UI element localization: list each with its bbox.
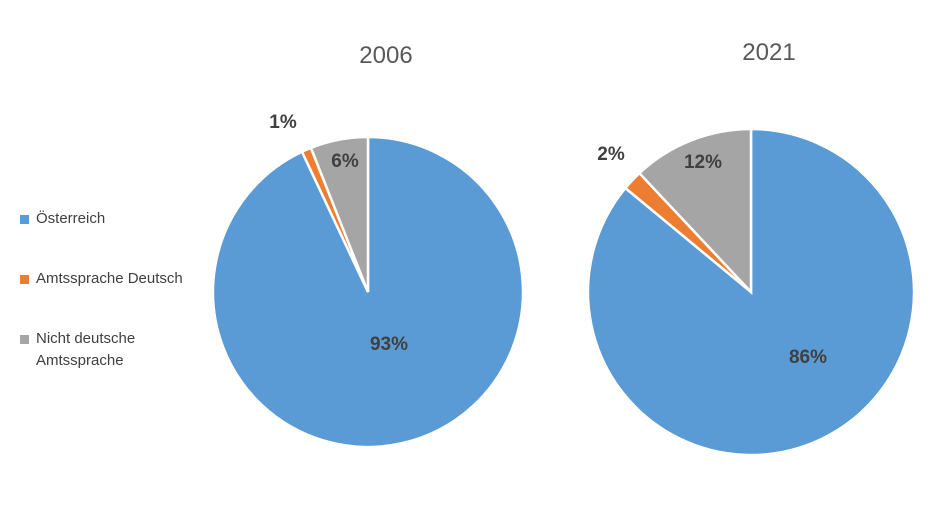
- pie-2021-title: 2021: [742, 39, 795, 66]
- legend-label-oesterreich: Österreich: [36, 210, 106, 227]
- pie-2006-label-amtssprache-deutsch: 1%: [269, 112, 297, 133]
- legend-swatch-amtssprache-deutsch: [20, 275, 29, 284]
- pie-2021-slice-nicht-deutsche: [637, 127, 753, 296]
- pie-2006-label-nicht-deutsche: 6%: [331, 151, 359, 172]
- legend-swatch-nicht-deutsche: [20, 335, 29, 344]
- legend-item-oesterreich: Österreich: [20, 208, 190, 230]
- pie-2006-title: 2006: [359, 42, 412, 69]
- pie-2021-label-oesterreich: 86%: [789, 347, 827, 368]
- pie-2021-label-nicht-deutsche: 12%: [684, 152, 722, 173]
- pie-2006-label-oesterreich: 93%: [370, 334, 408, 355]
- pie-2021-label-amtssprache-deutsch: 2%: [597, 144, 625, 165]
- legend-swatch-oesterreich: [20, 215, 29, 224]
- pie-2006-slice-nicht-deutsche: [309, 135, 370, 293]
- legend-label-amtssprache-deutsch: Amtssprache Deutsch: [36, 270, 183, 287]
- legend-item-amtssprache-deutsch: Amtssprache Deutsch: [20, 268, 190, 312]
- legend: Österreich Amtssprache Deutsch Nicht deu…: [20, 208, 190, 372]
- legend-label-nicht-deutsche: Nicht deutsche Amtssprache: [36, 330, 136, 369]
- legend-item-nicht-deutsche: Nicht deutsche Amtssprache: [20, 328, 190, 372]
